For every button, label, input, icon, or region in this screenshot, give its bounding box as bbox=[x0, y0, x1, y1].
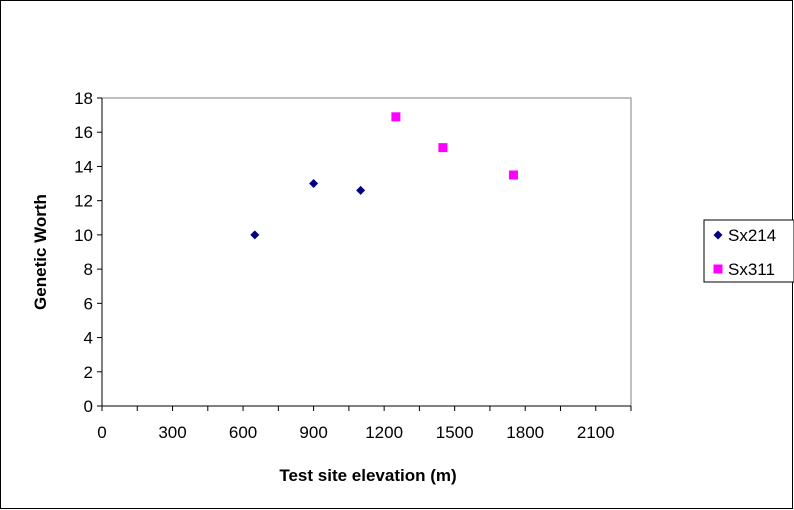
x-tick-label: 300 bbox=[158, 423, 186, 442]
legend-label-sx311: Sx311 bbox=[728, 260, 775, 279]
y-tick-label: 0 bbox=[84, 397, 93, 416]
y-tick-label: 16 bbox=[74, 123, 93, 142]
legend-label-sx214: Sx214 bbox=[728, 226, 776, 245]
y-tick-label: 2 bbox=[84, 363, 93, 382]
y-tick-label: 12 bbox=[74, 192, 93, 211]
data-point-sx214 bbox=[356, 185, 366, 195]
x-tick-label: 600 bbox=[229, 423, 257, 442]
plot-area bbox=[101, 97, 632, 407]
x-tick-label: 2100 bbox=[577, 423, 615, 442]
x-tick-label: 1500 bbox=[436, 423, 474, 442]
data-point-sx311 bbox=[438, 143, 448, 153]
data-point-sx311 bbox=[508, 170, 518, 180]
x-tick-label: 900 bbox=[299, 423, 327, 442]
x-tick-label: 1800 bbox=[506, 423, 544, 442]
data-points bbox=[250, 112, 518, 240]
y-axis-title: Genetic Worth bbox=[31, 194, 50, 310]
y-tick-label: 14 bbox=[74, 157, 93, 176]
data-point-sx311 bbox=[391, 112, 401, 122]
y-tick-label: 10 bbox=[74, 226, 93, 245]
x-tick-label: 0 bbox=[97, 423, 106, 442]
y-tick-label: 18 bbox=[74, 89, 93, 108]
data-point-sx214 bbox=[250, 230, 260, 240]
y-tick-label: 4 bbox=[84, 329, 93, 348]
legend: Sx214 Sx311 bbox=[703, 219, 794, 283]
y-tick-label: 8 bbox=[84, 260, 93, 279]
x-tick-label: 1200 bbox=[365, 423, 403, 442]
legend-marker-sx311 bbox=[713, 264, 723, 274]
data-point-sx214 bbox=[309, 179, 319, 189]
y-tick-label: 6 bbox=[84, 294, 93, 313]
x-axis-title: Test site elevation (m) bbox=[279, 466, 456, 485]
legend-marker-sx214 bbox=[713, 230, 723, 240]
axes: 0 2 4 6 8 10 12 14 16 18 0 300 600 900 1200 1500 1800 210… bbox=[74, 89, 632, 442]
